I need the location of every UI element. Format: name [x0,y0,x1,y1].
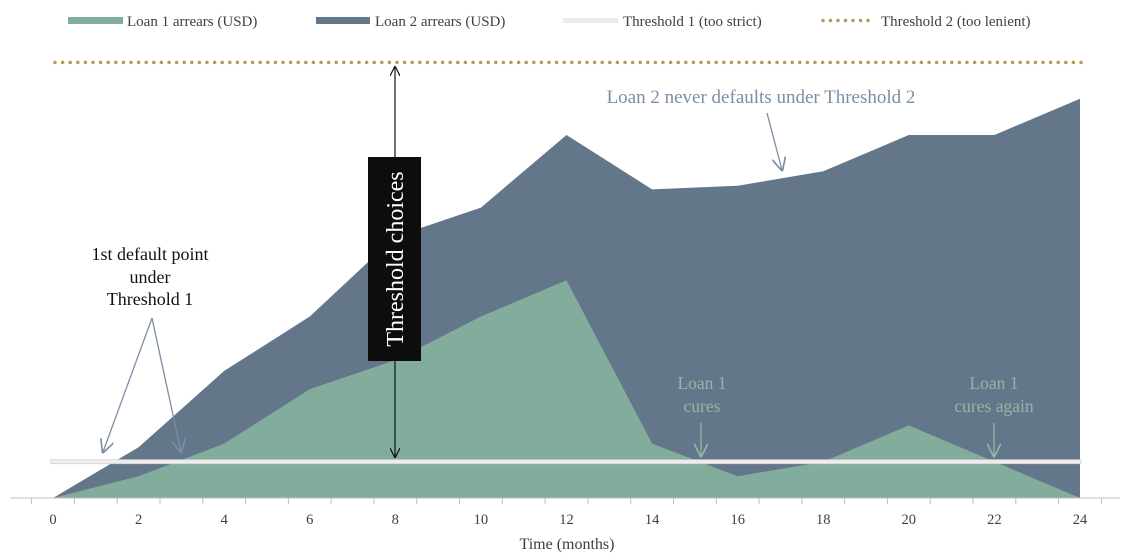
legend-swatch-loan1 [68,17,123,24]
annotation-default-line3: Threshold 1 [107,289,193,309]
annotation-cures-line2: cures [684,396,721,416]
x-tick-label: 18 [816,512,831,528]
annotation-cures-again-line1: Loan 1 [969,373,1018,393]
annotation-default-point: 1st default point under Threshold 1 [92,244,209,452]
x-tick-label: 16 [730,512,745,528]
x-tick-label: 2 [135,512,142,528]
x-tick-label: 4 [221,512,229,528]
legend: Loan 1 arrears (USD) Loan 2 arrears (USD… [68,14,1031,30]
x-axis-ticks [31,498,1102,504]
x-tick-label: 20 [902,512,917,528]
legend-label-threshold2: Threshold 2 (too lenient) [881,14,1031,30]
x-tick-label: 10 [474,512,489,528]
threshold-choices-box [368,157,421,361]
annotation-never-defaults: Loan 2 never defaults under Threshold 2 [607,87,916,170]
legend-label-loan2: Loan 2 arrears (USD) [375,14,505,30]
legend-label-threshold1: Threshold 1 (too strict) [623,14,762,30]
annotation-cures: Loan 1 cures [677,373,727,456]
annotation-never-defaults-text: Loan 2 never defaults under Threshold 2 [607,87,916,108]
annotation-cures-line1: Loan 1 [677,373,726,393]
x-tick-label: 14 [645,512,660,528]
x-tick-label: 6 [306,512,313,528]
annotation-default-arrow-left [103,317,153,452]
x-axis-tick-labels: 0 2 4 6 8 10 12 14 16 18 20 22 24 [49,512,1088,528]
x-tick-label: 0 [49,512,56,528]
x-tick-label: 12 [559,512,574,528]
x-tick-label: 22 [987,512,1002,528]
annotation-never-defaults-arrow [766,112,782,170]
annotation-default-arrow-right [151,317,181,452]
annotation-cures-again: Loan 1 cures again [954,373,1034,456]
annotation-default-line2: under [130,267,171,287]
annotation-default-line1: 1st default point [92,244,209,264]
legend-swatch-threshold1 [563,18,618,23]
legend-label-loan1: Loan 1 arrears (USD) [127,14,257,30]
annotation-threshold-choices: Threshold choices [368,67,421,457]
threshold-1-line [50,459,1082,465]
x-axis-title: Time (months) [520,536,615,553]
annotation-cures-again-line2: cures again [954,396,1033,416]
threshold-choices-text: Threshold choices [383,171,409,346]
x-tick-label: 24 [1073,512,1088,528]
legend-swatch-loan2 [316,17,370,24]
x-tick-label: 8 [392,512,399,528]
series-area-loan1 [53,280,1080,498]
